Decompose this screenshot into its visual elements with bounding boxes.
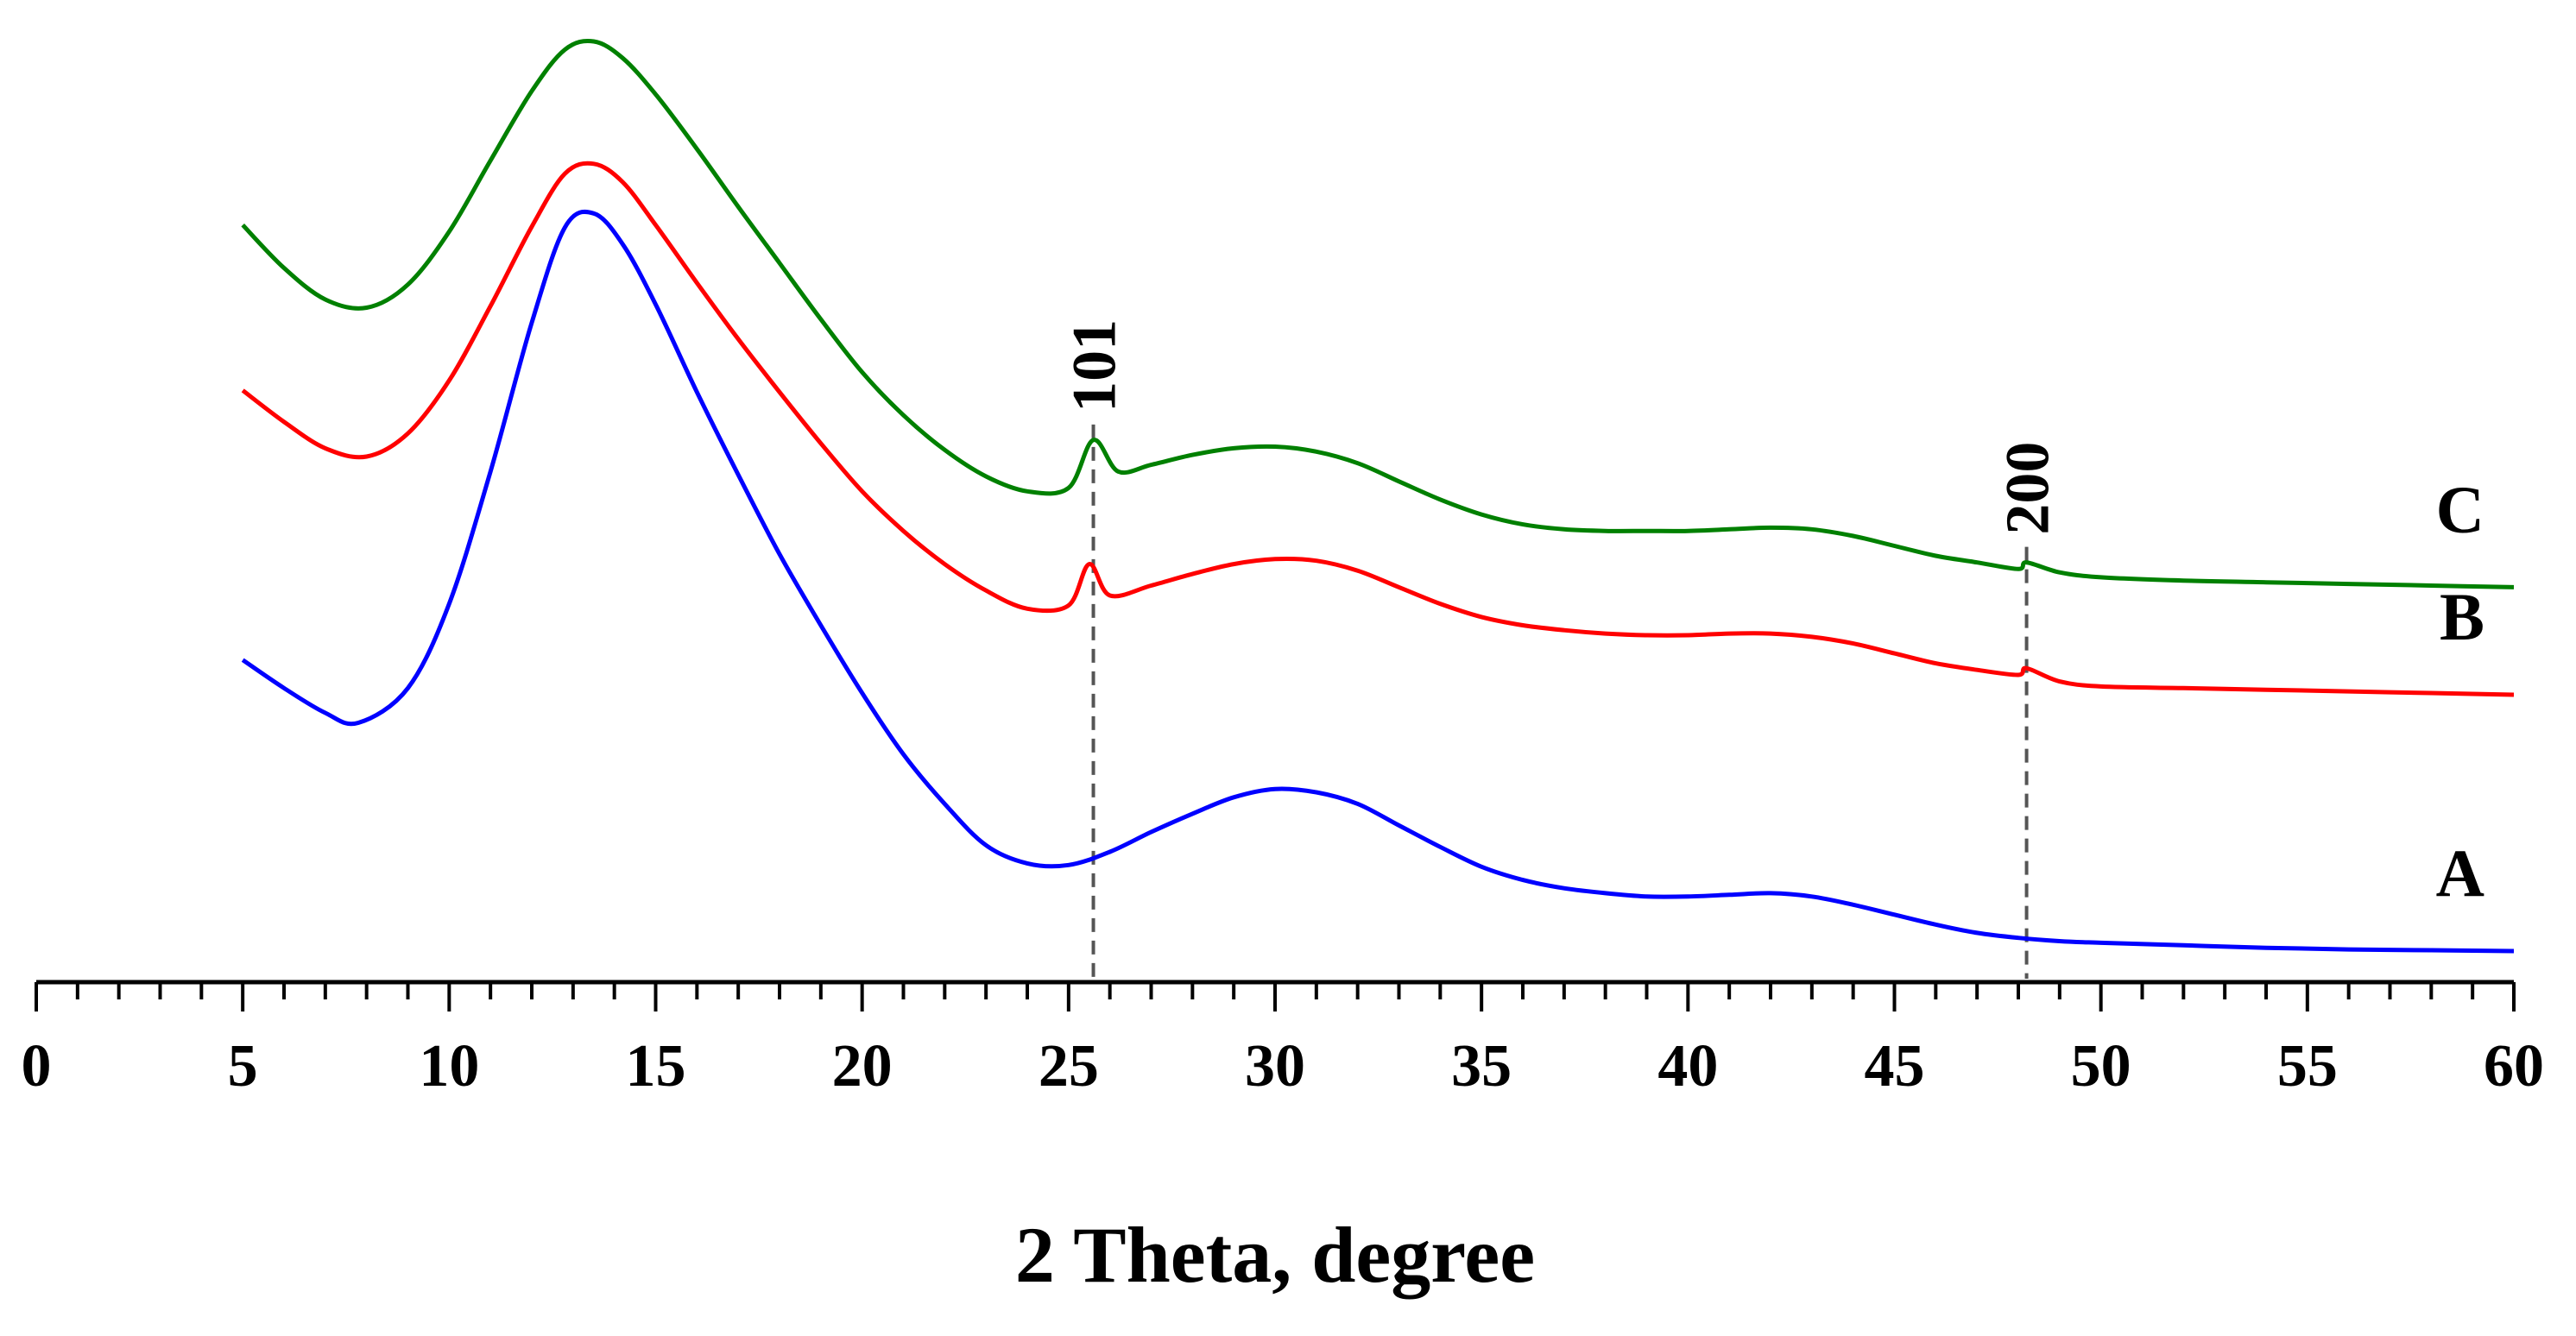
x-tick-label: 20 xyxy=(832,1033,893,1100)
x-tick-label: 0 xyxy=(22,1033,52,1100)
series-label-a: A xyxy=(2436,835,2484,911)
series-label-b: B xyxy=(2440,579,2484,654)
series-line-c xyxy=(241,38,2515,589)
x-tick-label: 55 xyxy=(2277,1033,2338,1100)
x-tick-label: 40 xyxy=(1657,1033,1718,1100)
series-label-c: C xyxy=(2436,471,2484,546)
x-tick-label: 5 xyxy=(228,1033,258,1100)
peak-label-200: 200 xyxy=(1993,442,2062,535)
chart-labels: 101 200 A BC xyxy=(1060,319,2484,911)
x-tick-label: 50 xyxy=(2071,1033,2131,1100)
series-lines xyxy=(241,38,2515,954)
x-axis-title: 2 Theta, degree xyxy=(1015,1211,1535,1299)
x-tick-label: 10 xyxy=(419,1033,479,1100)
x-tick-label: 15 xyxy=(626,1033,686,1100)
reference-lines xyxy=(1091,424,2029,979)
series-line-a xyxy=(241,209,2515,954)
x-axis: 0 5 10 15 20 25 30 35 40 45 50 55 60 xyxy=(22,980,2544,1100)
x-tick-label: 30 xyxy=(1245,1033,1305,1100)
x-tick-label: 45 xyxy=(1865,1033,1925,1100)
x-tick-label: 35 xyxy=(1451,1033,1512,1100)
series-line-b xyxy=(241,161,2515,697)
x-tick-label: 60 xyxy=(2484,1033,2544,1100)
x-tick-label: 25 xyxy=(1039,1033,1099,1100)
peak-label-101: 101 xyxy=(1060,319,1129,413)
